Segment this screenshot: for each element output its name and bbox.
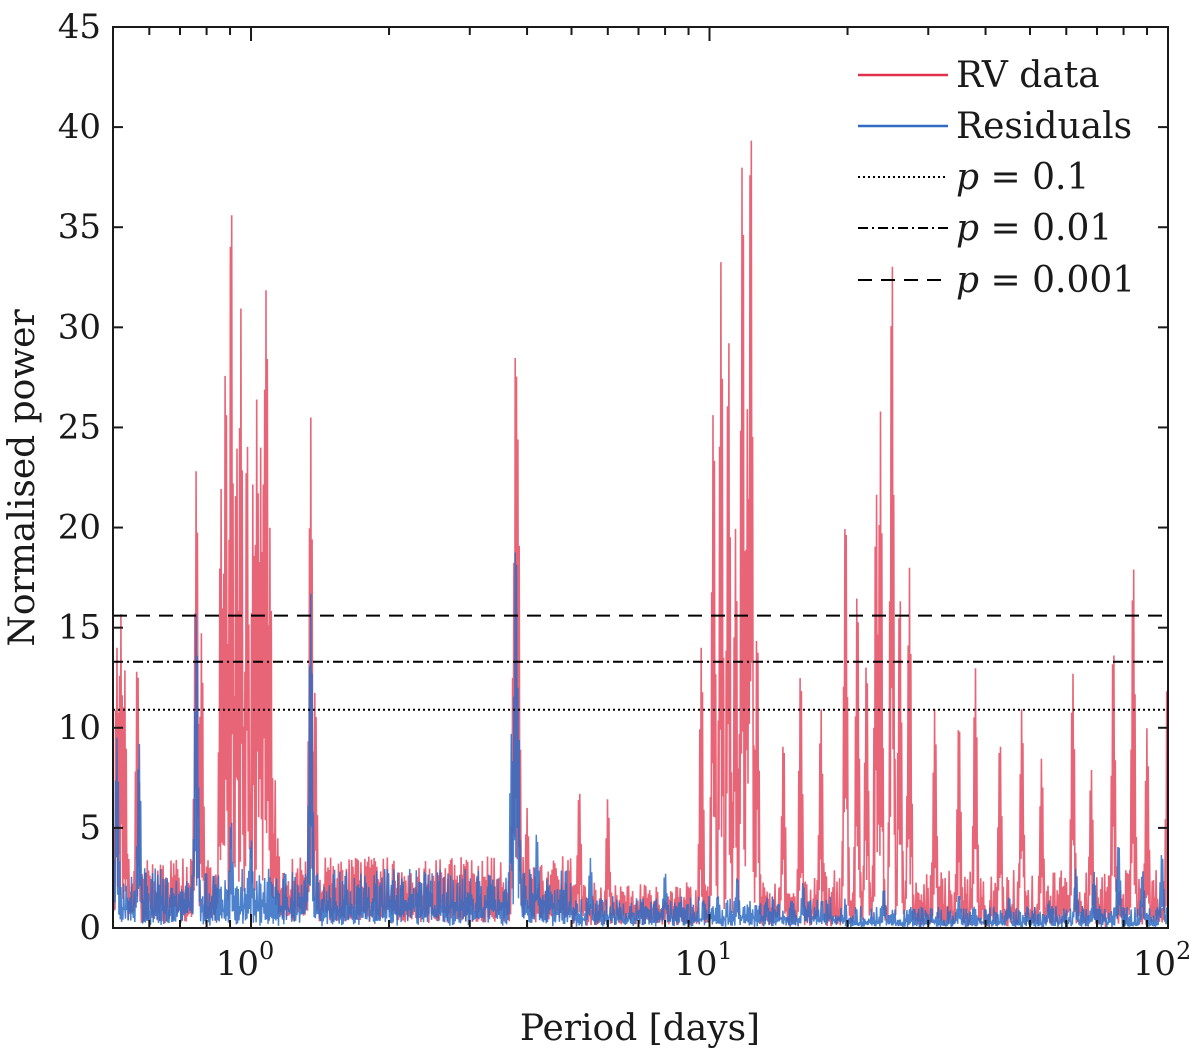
y-tick-label: 0 — [79, 908, 101, 948]
legend: RV data Residuals p = 0.1 p = 0.01 p = 0.001 — [858, 55, 1135, 301]
legend-label-4: p = 0.01 — [956, 208, 1112, 249]
x-tick-label: 102 — [1133, 937, 1192, 984]
y-tick-label: 35 — [58, 207, 101, 247]
y-tick-label: 20 — [58, 508, 101, 548]
threshold-layer — [113, 614, 1168, 711]
y-axis-label: Normalised power — [2, 309, 43, 647]
series-residuals-line — [113, 552, 1168, 928]
y-tick-label: 30 — [58, 307, 101, 347]
y-tick-label: 45 — [58, 7, 101, 47]
legend-label-2: Residuals — [956, 106, 1132, 147]
series-layer — [113, 140, 1168, 928]
y-tick-label: 5 — [79, 808, 101, 848]
legend-label-1: RV data — [956, 55, 1100, 96]
y-tick-label: 10 — [58, 708, 101, 748]
x-axis-label: Period [days] — [520, 1008, 760, 1049]
x-tick-label: 100 — [216, 937, 275, 984]
legend-label-5: p = 0.001 — [956, 260, 1135, 301]
y-tick-label: 15 — [58, 608, 101, 648]
plot-frame — [112, 26, 1169, 929]
x-tick-label: 101 — [674, 937, 733, 984]
series-rv-data-line — [113, 140, 1168, 927]
y-tick-label: 40 — [58, 107, 101, 147]
y-tick-label: 25 — [58, 407, 101, 447]
legend-label-3: p = 0.1 — [956, 157, 1089, 198]
axis-layer: 0 5 10 15 20 25 30 35 40 45 100 101 102 — [58, 7, 1192, 984]
